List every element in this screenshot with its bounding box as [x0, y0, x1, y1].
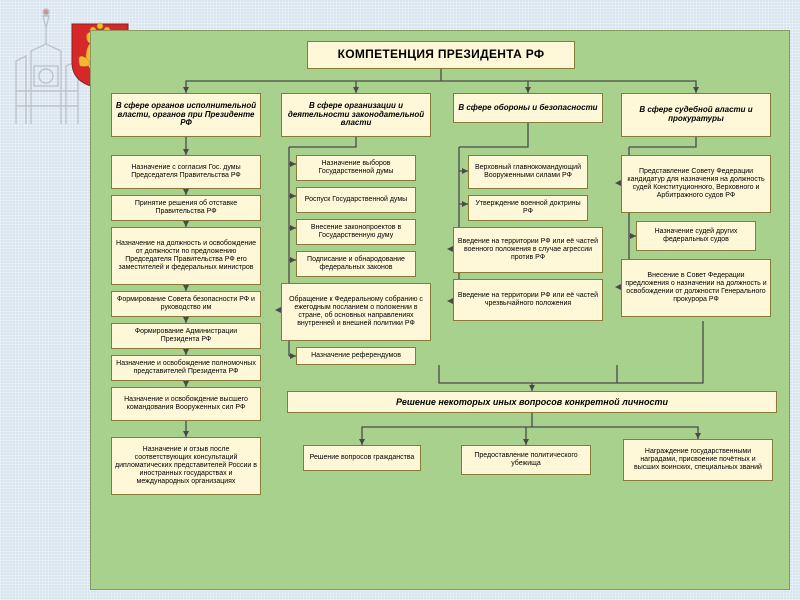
- col2-item-4: Обращение к Федеральному собранию с ежег…: [281, 283, 431, 341]
- footer-item-1: Предоставление политического убежища: [461, 445, 591, 475]
- col2-item-2: Внесение законопроектов в Государственну…: [296, 219, 416, 245]
- category-box-3: В сфере судебной власти и прокуратуры: [621, 93, 771, 137]
- col2-item-0: Назначение выборов Государственной думы: [296, 155, 416, 181]
- col4-item-1: Назначение судей других федеральных судо…: [636, 221, 756, 251]
- col1-item-3: Формирование Совета безопасности РФ и ру…: [111, 291, 261, 317]
- col1-item-0: Назначение с согласия Гос. думы Председа…: [111, 155, 261, 189]
- col3-item-0: Верховный главнокомандующий Вооруженными…: [468, 155, 588, 189]
- col2-item-1: Роспуск Государственной думы: [296, 187, 416, 213]
- col1-item-5: Назначение и освобождение полномочных пр…: [111, 355, 261, 381]
- category-box-1: В сфере организации и деятельности закон…: [281, 93, 431, 137]
- col3-item-2: Введение на территории РФ или её частей …: [453, 227, 603, 273]
- col1-item-4: Формирование Администрации Президента РФ: [111, 323, 261, 349]
- category-box-0: В сфере органов исполнительной власти, о…: [111, 93, 261, 137]
- col2-item-3: Подписание и обнародование федеральных з…: [296, 251, 416, 277]
- category-box-2: В сфере обороны и безопасности: [453, 93, 603, 123]
- col1-item-2: Назначение на должность и освобождение о…: [111, 227, 261, 285]
- col3-item-3: Введение на территории РФ или её частей …: [453, 279, 603, 321]
- footer-item-0: Решение вопросов гражданства: [303, 445, 421, 471]
- chart-panel: КОМПЕТЕНЦИЯ ПРЕЗИДЕНТА РФ В сфере органов…: [90, 30, 790, 590]
- col1-item-6: Назначение и освобождение высшего команд…: [111, 387, 261, 421]
- col4-item-2: Внесение в Совет Федерации предложения о…: [621, 259, 771, 317]
- footer-item-2: Награждение государственными наградами, …: [623, 439, 773, 481]
- col3-item-1: Утверждение военной доктрины РФ: [468, 195, 588, 221]
- footer-category: Решение некоторых иных вопросов конкретн…: [287, 391, 777, 413]
- col1-item-7: Назначение и отзыв после соответствующих…: [111, 437, 261, 495]
- col2-item-5: Назначение референдумов: [296, 347, 416, 365]
- col1-item-1: Принятие решения об отставке Правительст…: [111, 195, 261, 221]
- col4-item-0: Представление Совету Федерации кандидату…: [621, 155, 771, 213]
- title-box: КОМПЕТЕНЦИЯ ПРЕЗИДЕНТА РФ: [307, 41, 575, 69]
